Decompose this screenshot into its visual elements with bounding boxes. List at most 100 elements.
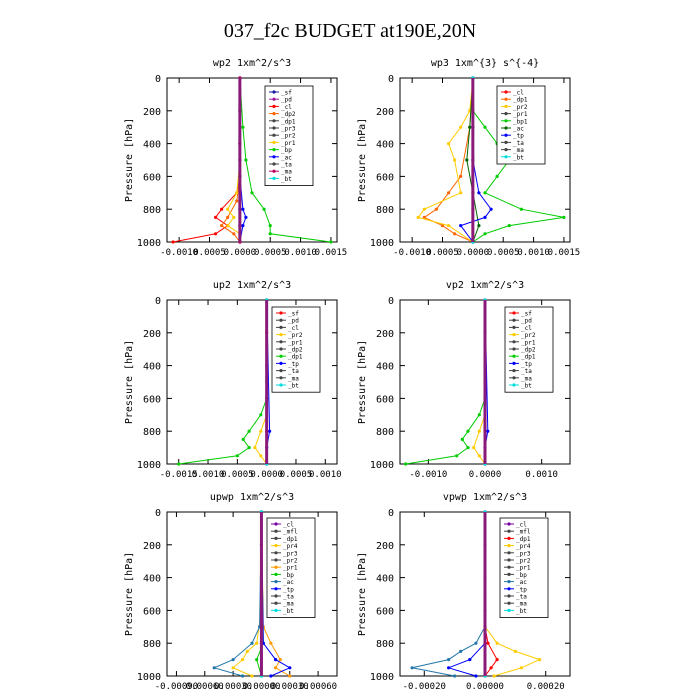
legend-label: _bp xyxy=(283,572,294,579)
legend-label: _dp1 xyxy=(281,118,296,125)
chart-panel-4: upwp 1xm^2/s^3 0 200 400 600 800 1000 Pressure … xyxy=(124,492,338,692)
data-point xyxy=(241,125,245,129)
legend-marker xyxy=(512,347,516,351)
y-tick-label: 800 xyxy=(376,639,394,650)
legend-label: _mfl xyxy=(516,529,531,536)
panel-title: up2 1xm^2/s^3 xyxy=(213,280,291,291)
data-point xyxy=(455,454,459,458)
legend-label: _pr2 xyxy=(516,558,531,565)
legend-marker xyxy=(512,354,516,358)
data-point xyxy=(220,207,224,211)
legend-label: _sf xyxy=(288,311,299,318)
legend-label: _dp1 xyxy=(283,536,298,543)
data-point xyxy=(250,641,254,645)
data-point xyxy=(459,191,463,195)
legend-label: _ma xyxy=(283,601,294,608)
y-tick-label: 0 xyxy=(388,74,394,85)
legend-marker xyxy=(504,126,508,130)
plot-frame xyxy=(166,77,338,243)
legend-label: _pr3 xyxy=(283,550,298,557)
legend-marker xyxy=(507,565,511,569)
legend-label: _dp1 xyxy=(521,354,536,361)
legend-marker xyxy=(274,522,278,526)
y-tick-label: 1000 xyxy=(137,238,161,249)
legend-marker xyxy=(504,148,508,152)
data-point xyxy=(495,658,499,662)
x-tick-label: 0.00060 xyxy=(186,682,224,692)
legend-marker xyxy=(272,148,276,152)
legend-marker xyxy=(272,119,276,123)
y-tick-label: 1000 xyxy=(370,672,394,683)
data-point xyxy=(434,207,438,211)
data-point xyxy=(489,207,493,211)
legend-marker xyxy=(504,140,508,144)
legend-marker xyxy=(504,155,508,159)
data-point xyxy=(453,674,457,678)
legend-marker xyxy=(279,333,283,337)
data-point xyxy=(177,462,181,466)
legend-label: _dp2 xyxy=(288,347,303,354)
data-point xyxy=(226,207,230,211)
y-tick-label: 0 xyxy=(155,296,161,307)
data-point xyxy=(477,191,481,195)
x-tick-label: 0.0000 xyxy=(469,470,502,480)
legend-marker xyxy=(507,522,511,526)
x-tick-label: 0.00060 xyxy=(299,682,337,692)
legend-label: _cl xyxy=(283,522,294,529)
x-tick-label: 0.00030 xyxy=(271,682,309,692)
series-line-cl xyxy=(173,78,241,243)
x-tick-label: 0.0010 xyxy=(525,470,558,480)
x-tick-label: 0.0010 xyxy=(284,248,317,258)
legend-marker xyxy=(279,376,283,380)
data-point xyxy=(259,454,263,458)
data-point xyxy=(244,158,248,162)
data-point xyxy=(477,413,481,417)
legend-marker xyxy=(507,536,511,541)
legend-marker xyxy=(272,126,276,130)
x-tick-label: 0.0000 xyxy=(224,248,257,258)
x-tick-label: -0.0010 xyxy=(409,470,447,480)
legend-label: _tp xyxy=(283,586,294,593)
legend-label: _pr1 xyxy=(281,140,296,147)
data-point xyxy=(288,666,292,670)
legend-label: _pr1 xyxy=(521,339,536,346)
legend-label: _tp xyxy=(513,133,524,140)
y-tick-label: 200 xyxy=(143,329,161,340)
data-point xyxy=(241,658,245,662)
legend-marker xyxy=(279,347,283,351)
data-point xyxy=(404,462,408,466)
data-point xyxy=(447,224,451,228)
legend-label: _bt xyxy=(513,154,524,161)
x-tick-label: 0.0015 xyxy=(548,248,581,258)
legend-marker xyxy=(504,104,508,108)
data-point xyxy=(329,240,333,244)
legend-marker xyxy=(272,176,276,180)
data-point xyxy=(519,666,524,670)
data-point xyxy=(241,437,245,441)
data-point xyxy=(214,215,218,219)
x-tick-label: 0.0010 xyxy=(309,470,342,480)
x-tick-label: 0.00020 xyxy=(527,682,565,692)
legend-label: _pr1 xyxy=(513,111,528,118)
legend-label: _dp1 xyxy=(516,536,531,543)
data-point xyxy=(250,674,254,678)
data-point xyxy=(440,224,445,228)
y-axis-label: Pressure [hPa] xyxy=(124,552,135,636)
data-point xyxy=(466,446,470,450)
chart-panel-5: vpwp 1xm^2/s^3 0 200 400 600 800 1000 Pressure … xyxy=(357,492,571,692)
data-point xyxy=(483,125,487,129)
data-point xyxy=(259,429,263,433)
legend-label: _ta xyxy=(516,594,527,601)
data-point xyxy=(269,641,273,645)
legend-marker xyxy=(274,558,278,562)
data-point xyxy=(241,224,245,228)
legend-marker xyxy=(507,551,511,555)
legend-marker xyxy=(279,318,283,322)
legend-label: _ta xyxy=(521,368,532,375)
panel-title: wp2 1xm^2/s^3 xyxy=(213,58,291,69)
data-point xyxy=(447,142,451,146)
x-tick-label: 0.0010 xyxy=(517,248,550,258)
legend-label: _pd xyxy=(281,97,292,104)
panel-title: vp2 1xm^2/s^3 xyxy=(446,280,524,291)
data-point xyxy=(483,215,487,219)
